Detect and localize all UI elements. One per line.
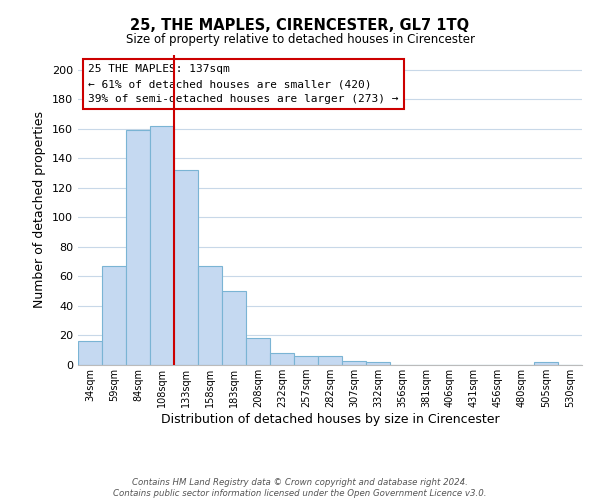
Bar — [102, 266, 126, 365]
Bar — [342, 360, 366, 365]
Text: Size of property relative to detached houses in Cirencester: Size of property relative to detached ho… — [125, 32, 475, 46]
Bar — [222, 291, 246, 365]
Y-axis label: Number of detached properties: Number of detached properties — [34, 112, 46, 308]
Bar — [174, 170, 198, 365]
Bar — [126, 130, 150, 365]
Bar — [198, 266, 222, 365]
Bar — [78, 342, 102, 365]
Bar — [294, 356, 318, 365]
Bar — [150, 126, 174, 365]
X-axis label: Distribution of detached houses by size in Cirencester: Distribution of detached houses by size … — [161, 413, 499, 426]
Text: Contains HM Land Registry data © Crown copyright and database right 2024.
Contai: Contains HM Land Registry data © Crown c… — [113, 478, 487, 498]
Bar — [246, 338, 270, 365]
Bar — [366, 362, 390, 365]
Bar — [270, 353, 294, 365]
Bar — [318, 356, 342, 365]
Text: 25 THE MAPLES: 137sqm
← 61% of detached houses are smaller (420)
39% of semi-det: 25 THE MAPLES: 137sqm ← 61% of detached … — [88, 64, 398, 104]
Bar — [534, 362, 558, 365]
Text: 25, THE MAPLES, CIRENCESTER, GL7 1TQ: 25, THE MAPLES, CIRENCESTER, GL7 1TQ — [130, 18, 470, 32]
